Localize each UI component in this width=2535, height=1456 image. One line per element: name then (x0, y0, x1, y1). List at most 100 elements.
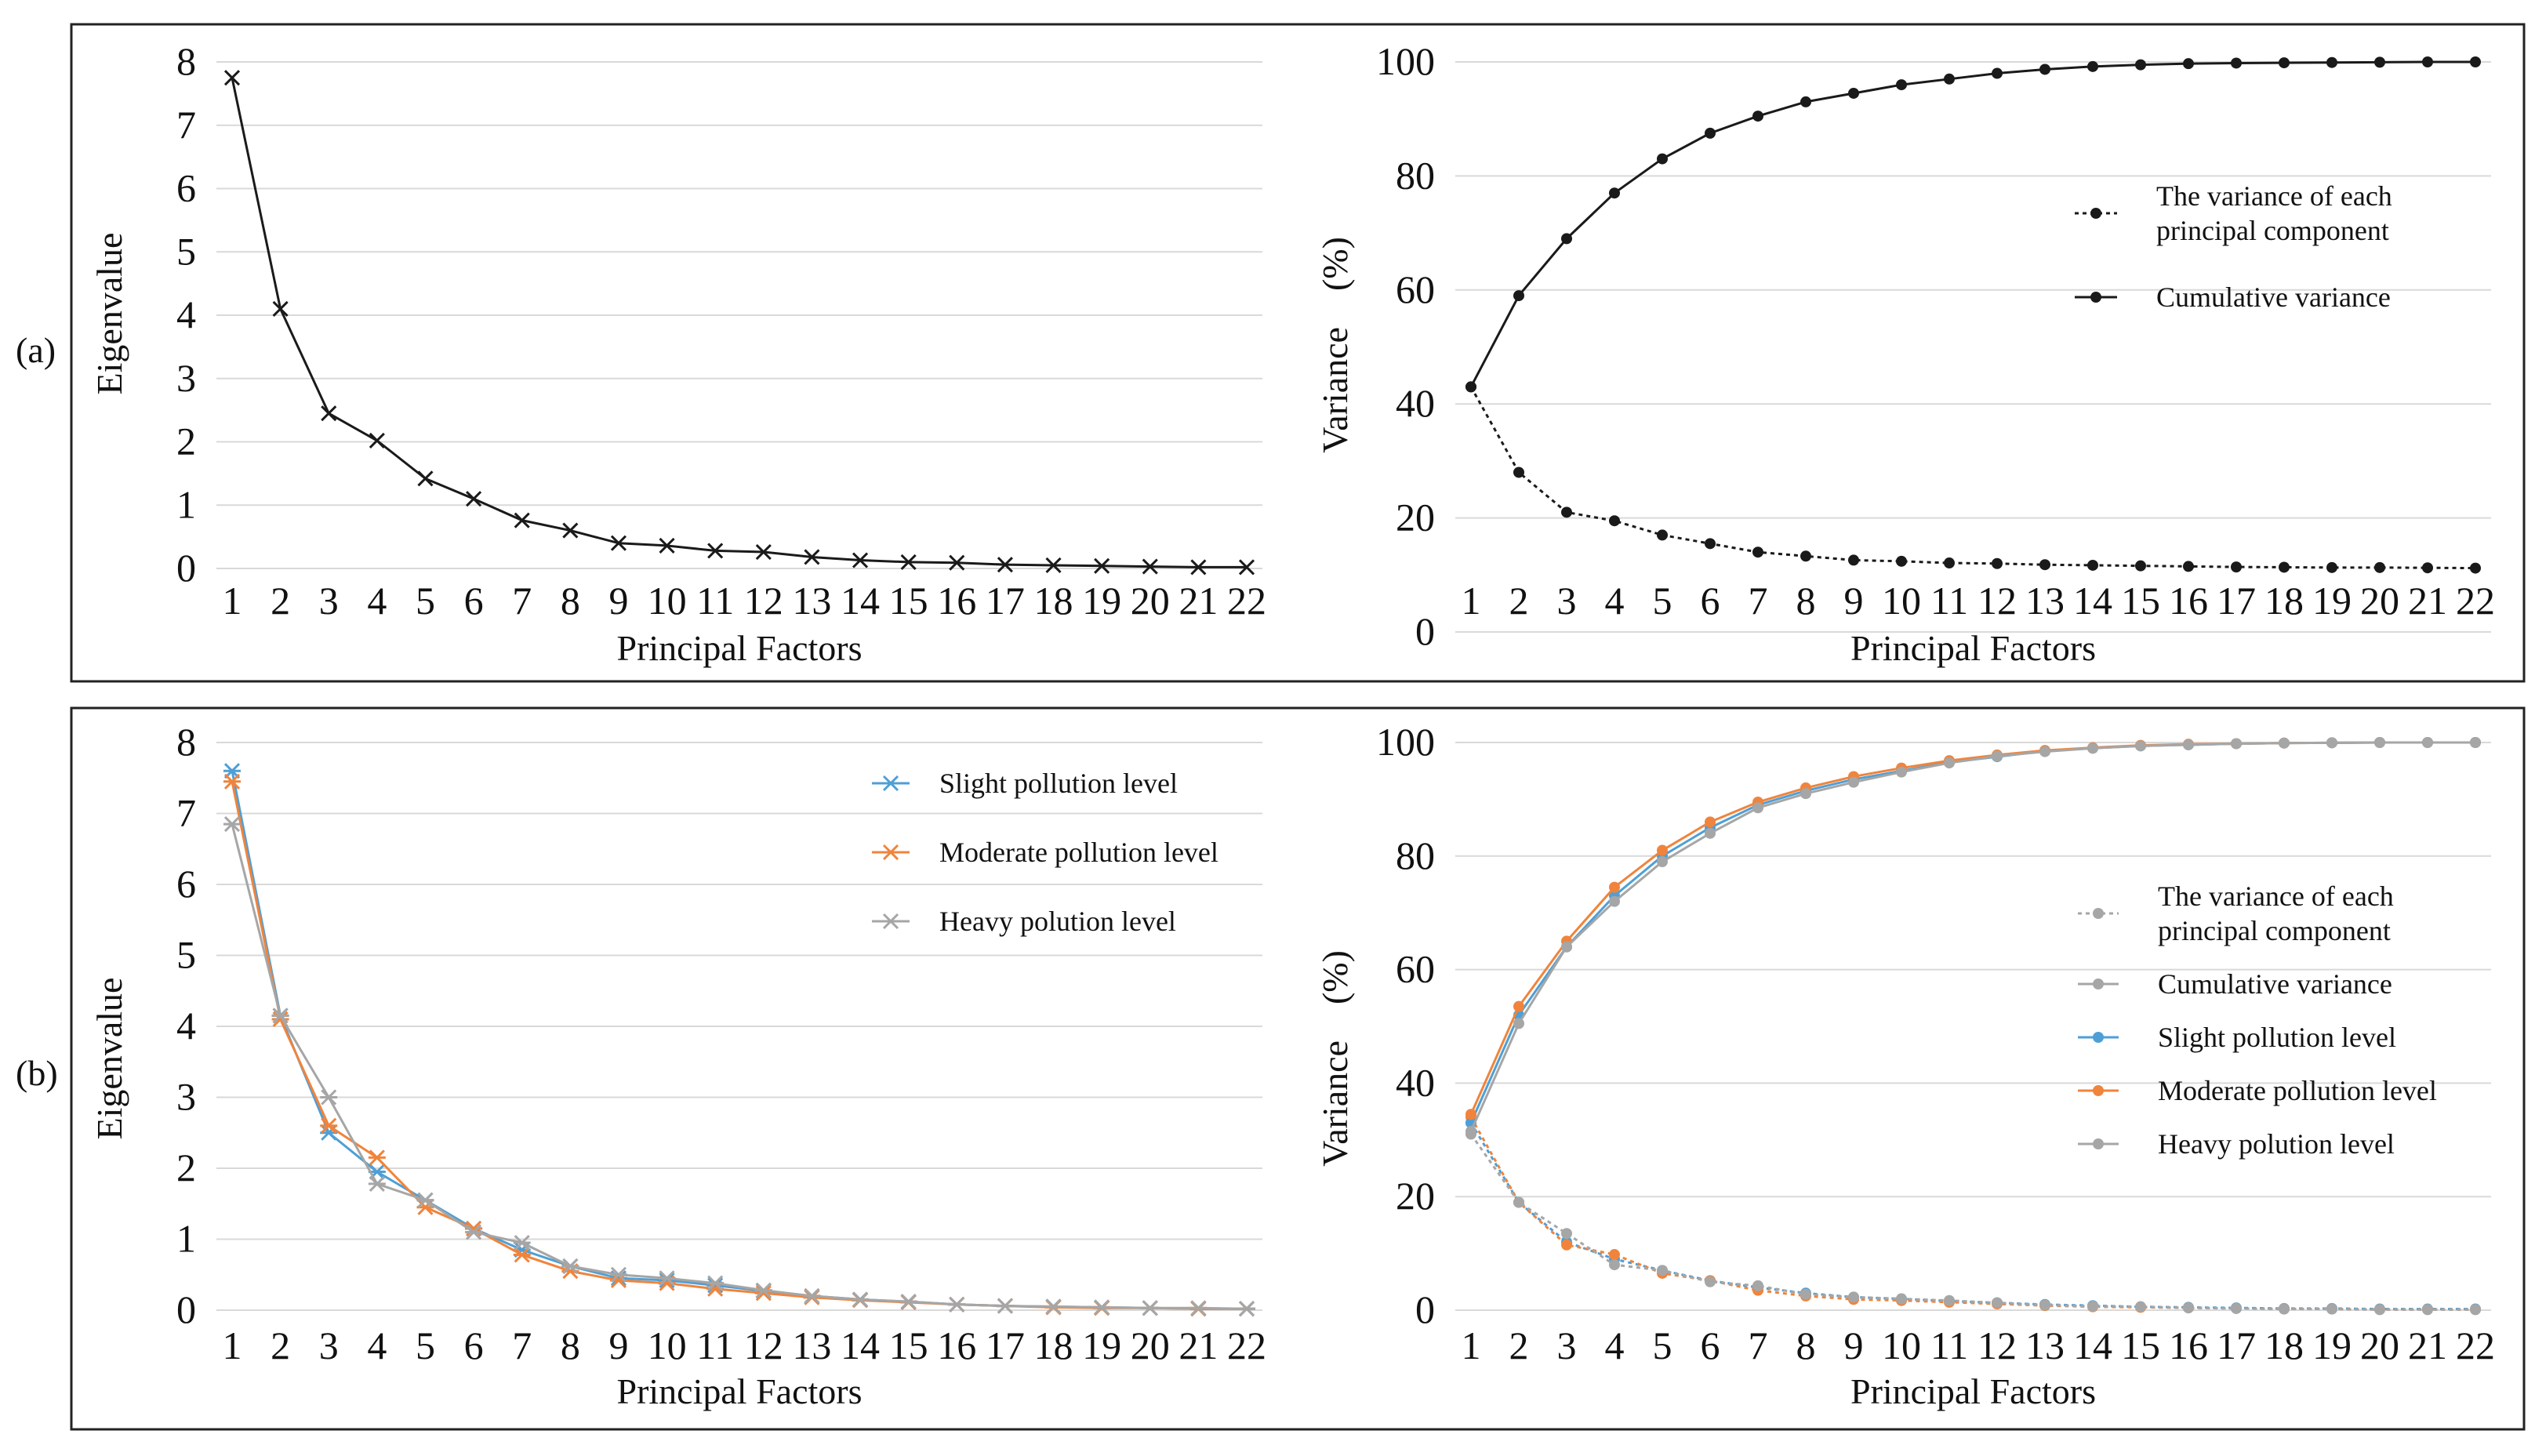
x-tick-label: 5 (416, 579, 435, 623)
data-point (1800, 1288, 1811, 1300)
x-tick-label: 14 (841, 1323, 880, 1367)
data-point (1561, 507, 1572, 518)
x-tick-label: 10 (648, 1323, 687, 1367)
data-point (1944, 1294, 1955, 1306)
data-point (2422, 1304, 2433, 1316)
data-point-stroke (997, 557, 1013, 573)
data-point (2279, 561, 2290, 573)
x-tick-label: 4 (367, 579, 387, 623)
data-point (514, 512, 530, 528)
x-tick-label: 19 (2312, 1323, 2352, 1367)
data-point-stroke (321, 405, 337, 422)
data-point (1190, 559, 1207, 576)
data-point (1465, 381, 1476, 393)
data-point (2422, 562, 2433, 574)
y-tick-label: 0 (176, 1287, 196, 1331)
data-point (1848, 87, 1859, 99)
data-point (465, 1224, 483, 1240)
x-tick-label: 18 (2264, 1323, 2304, 1367)
x-tick-label: 10 (648, 579, 687, 623)
data-point (1513, 290, 1524, 302)
data-point (2374, 1304, 2385, 1316)
data-point (1848, 776, 1859, 788)
y-tick-label: 6 (176, 166, 196, 210)
data-point (2183, 739, 2194, 750)
y-axis-label: Variance (%) (1315, 950, 1355, 1167)
x-tick-label: 16 (937, 579, 976, 623)
data-point (1992, 1297, 2003, 1309)
x-tick-label: 21 (2408, 1323, 2447, 1367)
data-point-stroke (1045, 557, 1062, 574)
legend: Slight pollution level Moderate pollution… (872, 768, 1218, 937)
data-point (1848, 1291, 1859, 1303)
x-tick-label: 17 (2217, 579, 2256, 623)
data-point (804, 549, 820, 565)
data-point (368, 1175, 386, 1192)
x-tick-label: 11 (1930, 1323, 1968, 1367)
data-point (1561, 941, 1572, 953)
data-point (610, 535, 627, 551)
y-tick-label: 4 (176, 1004, 196, 1048)
series-2 (223, 816, 1255, 1317)
data-point (320, 1117, 338, 1134)
data-point (1848, 554, 1859, 566)
x-tick-label: 15 (2121, 579, 2160, 623)
legend-label: Moderate pollution level (2158, 1075, 2437, 1106)
data-point (754, 1282, 772, 1298)
data-point (1609, 895, 1620, 907)
data-point (997, 557, 1013, 573)
y-tick-label: 4 (176, 292, 196, 336)
x-tick-label: 2 (271, 1323, 290, 1367)
data-point (2279, 57, 2290, 69)
x-tick-label: 11 (696, 579, 734, 623)
x-tick-label: 12 (1978, 1323, 2017, 1367)
y-tick-label: 100 (1376, 720, 1435, 764)
data-point (1896, 1293, 1907, 1305)
x-tick-label: 8 (1796, 1323, 1816, 1367)
data-point (1705, 127, 1716, 139)
data-point (2039, 746, 2050, 757)
legend-label: Cumulative variance (2156, 281, 2391, 313)
x-tick-label: 13 (792, 1323, 831, 1367)
x-tick-label: 15 (889, 1323, 928, 1367)
data-point-stroke (804, 549, 820, 565)
x-tick-label: 3 (319, 579, 339, 623)
data-point (1465, 1125, 1476, 1137)
y-tick-label: 80 (1396, 833, 1435, 877)
y-tick-label: 8 (176, 720, 196, 764)
data-point (1657, 844, 1668, 856)
x-axis-label: Principal Factors (617, 1371, 863, 1411)
x-tick-label: 7 (1749, 1323, 1768, 1367)
data-point-stroke (1190, 559, 1207, 576)
legend-swatch-marker (2093, 1085, 2104, 1096)
x-tick-label: 4 (1605, 579, 1625, 623)
series-line (1469, 1133, 2475, 1311)
data-point (2374, 56, 2385, 68)
x-tick-label: 4 (367, 1323, 387, 1367)
y-tick-label: 20 (1396, 1174, 1435, 1218)
x-axis-label: Principal Factors (1850, 1371, 2096, 1411)
data-point (1609, 515, 1620, 527)
data-point (609, 1266, 627, 1283)
y-tick-label: 0 (176, 546, 196, 590)
data-point (2135, 560, 2146, 572)
data-point (2422, 56, 2433, 67)
legend-swatch-marker (2093, 908, 2104, 919)
data-point (320, 1089, 338, 1106)
series-5 (1465, 737, 2481, 1137)
x-tick-label: 9 (608, 579, 628, 623)
series-line (1469, 386, 2476, 570)
data-point (948, 1296, 966, 1313)
data-point (272, 300, 289, 317)
data-point (1752, 802, 1763, 814)
x-tick-label: 10 (1882, 1323, 1921, 1367)
data-point (223, 70, 241, 86)
y-axis-label: Eigenvalue (89, 233, 129, 395)
data-point (754, 1285, 772, 1302)
x-tick-label: 15 (2121, 1323, 2160, 1367)
y-tick-label: 1 (176, 1217, 196, 1261)
x-tick-label: 22 (1227, 579, 1266, 623)
x-tick-label: 4 (1605, 1323, 1625, 1367)
data-point (658, 1270, 676, 1287)
